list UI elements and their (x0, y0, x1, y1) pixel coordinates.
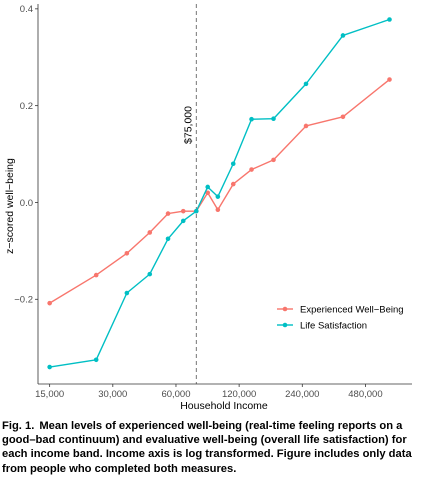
x-tick-label: 240,000 (285, 389, 319, 400)
x-tick-label: 15,000 (35, 389, 64, 400)
data-point (215, 207, 221, 213)
x-tick-label: 480,000 (348, 389, 382, 400)
data-point (93, 272, 99, 278)
legend-swatch-point (282, 322, 288, 328)
data-point (340, 33, 346, 38)
data-point (340, 114, 346, 120)
series-group (47, 17, 392, 370)
data-point (147, 271, 153, 277)
y-tick-label: 0.2 (20, 101, 33, 112)
data-point (249, 167, 254, 172)
x-tick-label: 120,000 (222, 389, 256, 400)
data-point (194, 208, 199, 214)
legend: Experienced Well−Being Life Satisfaction (277, 304, 404, 331)
legend-label: Experienced Well−Being (300, 304, 404, 315)
data-point (47, 300, 52, 306)
data-point (215, 194, 221, 199)
data-point (124, 250, 130, 256)
legend-label: Life Satisfaction (300, 320, 367, 331)
reference-line-label: $75,000 (182, 106, 194, 144)
data-point (271, 157, 276, 163)
data-point (180, 218, 186, 224)
legend-swatch-point (282, 306, 288, 312)
data-point (180, 208, 186, 214)
axes-group: 15,000 30,000 60,000 120,000 240,000 480,000 −… (14, 4, 412, 400)
y-axis-title: z−scored well−being (4, 158, 16, 254)
caption-text: Mean levels of experienced well-being (r… (2, 420, 412, 475)
data-point (205, 190, 211, 196)
y-tick-label: −0.2 (14, 295, 33, 306)
data-point (230, 161, 236, 167)
data-point (205, 184, 211, 190)
data-point (303, 81, 309, 87)
data-point (387, 77, 392, 82)
data-point (124, 290, 130, 296)
reference-line-group: $75,000 (182, 4, 197, 384)
x-tick-label: 60,000 (161, 389, 190, 400)
series-life-satisfaction (47, 17, 392, 370)
y-tick-label: 0.0 (20, 198, 33, 209)
data-point (271, 116, 276, 122)
data-point (387, 17, 392, 22)
figure-caption: Fig. 1. Mean levels of experienced well-b… (2, 419, 420, 476)
data-point (93, 357, 99, 363)
figure-label: Fig. 1. (2, 420, 35, 432)
x-axis-title: Household Income (180, 400, 268, 412)
data-point (165, 211, 171, 216)
y-tick-label: 0.4 (20, 4, 33, 15)
x-tick-label: 30,000 (98, 389, 127, 400)
data-point (230, 181, 236, 187)
data-point (303, 123, 309, 129)
data-point (249, 116, 254, 122)
data-point (47, 364, 52, 370)
chart: $75,000 15,000 30,000 60,000 120,000 240,000… (4, 4, 412, 412)
data-point (165, 236, 171, 242)
data-point (147, 230, 153, 235)
